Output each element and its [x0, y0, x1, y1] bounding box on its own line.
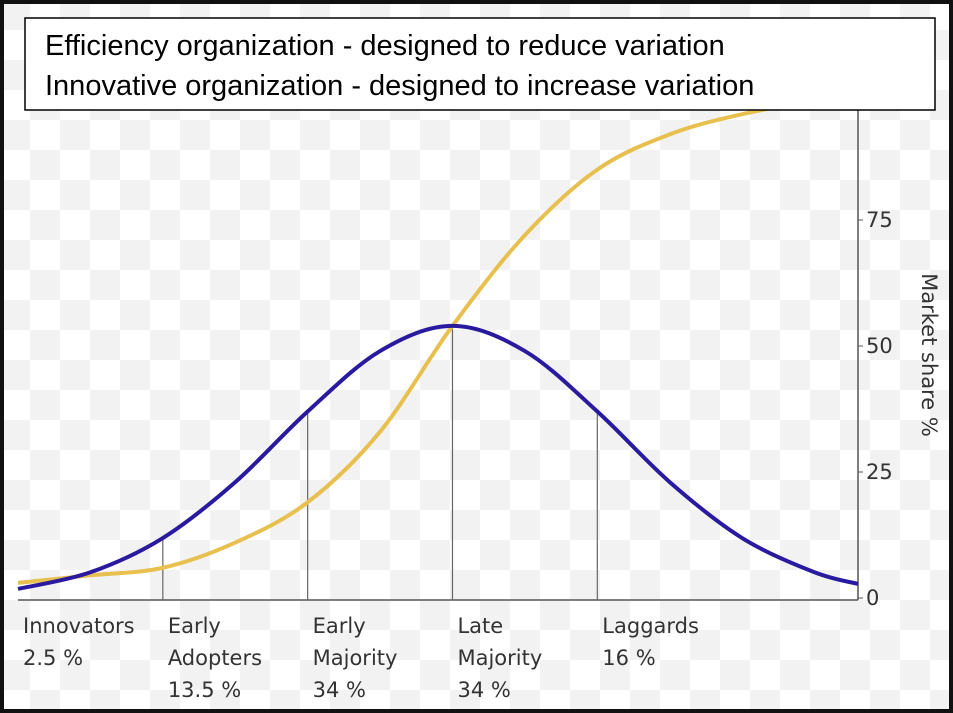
value-label: 34 %: [313, 678, 366, 702]
category-label: Late: [457, 614, 503, 638]
title-line: Efficiency organization - designed to re…: [45, 30, 725, 62]
category-label: Early: [168, 614, 221, 638]
category-label: Innovators: [23, 614, 135, 638]
value-label: 34 %: [457, 678, 510, 702]
y-tick-label: 50: [866, 334, 893, 358]
category-label: Early: [313, 614, 366, 638]
y-tick-label: 75: [866, 208, 893, 232]
category-label: Adopters: [168, 646, 262, 670]
y-tick-label: 25: [866, 460, 893, 484]
value-label: 13.5 %: [168, 678, 241, 702]
title-line: Innovative organization - designed to in…: [45, 70, 754, 102]
curve: [17, 97, 859, 585]
y-tick-label: 0: [866, 586, 879, 610]
title-box: [24, 17, 936, 111]
curve: [17, 323, 859, 591]
value-label: 16 %: [602, 646, 655, 670]
category-label: Majority: [457, 646, 542, 670]
y-axis-label: Market share %: [917, 273, 941, 437]
category-label: Laggards: [602, 614, 699, 638]
value-label: 2.5 %: [23, 646, 83, 670]
category-label: Majority: [313, 646, 398, 670]
